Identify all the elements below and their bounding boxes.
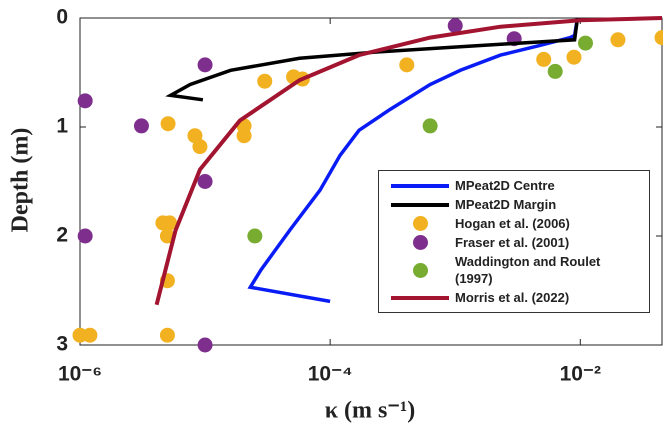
data-point [77,93,93,109]
data-point [577,35,593,51]
data-point [133,118,149,134]
legend-label: Waddington and Roulet (1997) [455,254,601,286]
legend-entry: Fraser et al. (2001) [385,234,643,251]
y-tick-label: 0 [56,6,68,29]
legend-entry: MPeat2D Margin [385,196,643,213]
data-point [610,32,626,48]
data-point [447,18,463,34]
y-axis-label: Depth (m) [8,128,34,233]
legend-swatch [412,216,428,231]
data-point [159,327,175,343]
legend-entry: Hogan et al. (2006) [385,215,643,232]
data-point [197,174,213,189]
data-point [197,57,213,73]
legend-key [385,295,455,300]
legend-label: MPeat2D Centre [455,178,555,193]
y-tick-label: 1 [56,115,68,138]
series-line [154,16,663,306]
legend-swatch [412,262,428,278]
data-point [160,116,176,132]
data-point [536,51,552,67]
legend-label: Hogan et al. (2006) [455,216,570,231]
legend-key [385,235,455,250]
data-point [547,63,563,79]
plot-area [72,16,663,353]
legend-key [385,216,455,231]
legend-key [385,183,455,188]
data-point [236,128,252,144]
legend-label: Morris et al. (2022) [455,290,570,305]
legend-swatch [391,202,449,207]
legend: MPeat2D Centre MPeat2D Margin Hogan et al.… [378,170,650,313]
x-tick-label: 10⁻⁴ [308,363,353,386]
x-tick-label: 10⁻⁶ [58,363,102,386]
plot-frame [79,17,663,346]
data-point [82,327,98,343]
data-point [566,49,582,65]
data-point [77,228,93,244]
data-point [162,215,178,231]
data-point [257,73,273,89]
x-tick-label: 10⁻² [560,363,601,386]
legend-key [385,202,455,207]
data-point [247,228,263,244]
data-point [192,139,208,155]
data-point [197,337,213,353]
data-point [399,57,415,73]
legend-entry: MPeat2D Centre [385,177,643,194]
series-line [165,17,580,102]
legend-swatch [391,295,449,300]
legend-label: Fraser et al. (2001) [455,235,570,250]
legend-entry: Morris et al. (2022) [385,289,643,306]
data-point [422,118,438,134]
legend-entry: Waddington and Roulet (1997) [385,253,643,287]
data-point [654,30,663,46]
legend-swatch [391,183,449,188]
legend-label: MPeat2D Margin [455,197,557,212]
x-axis-label: κ (m s⁻¹) [325,398,416,424]
y-tick-label: 2 [56,224,68,247]
legend-key [385,262,455,278]
y-tick-label: 3 [56,333,68,356]
legend-swatch [412,235,428,250]
